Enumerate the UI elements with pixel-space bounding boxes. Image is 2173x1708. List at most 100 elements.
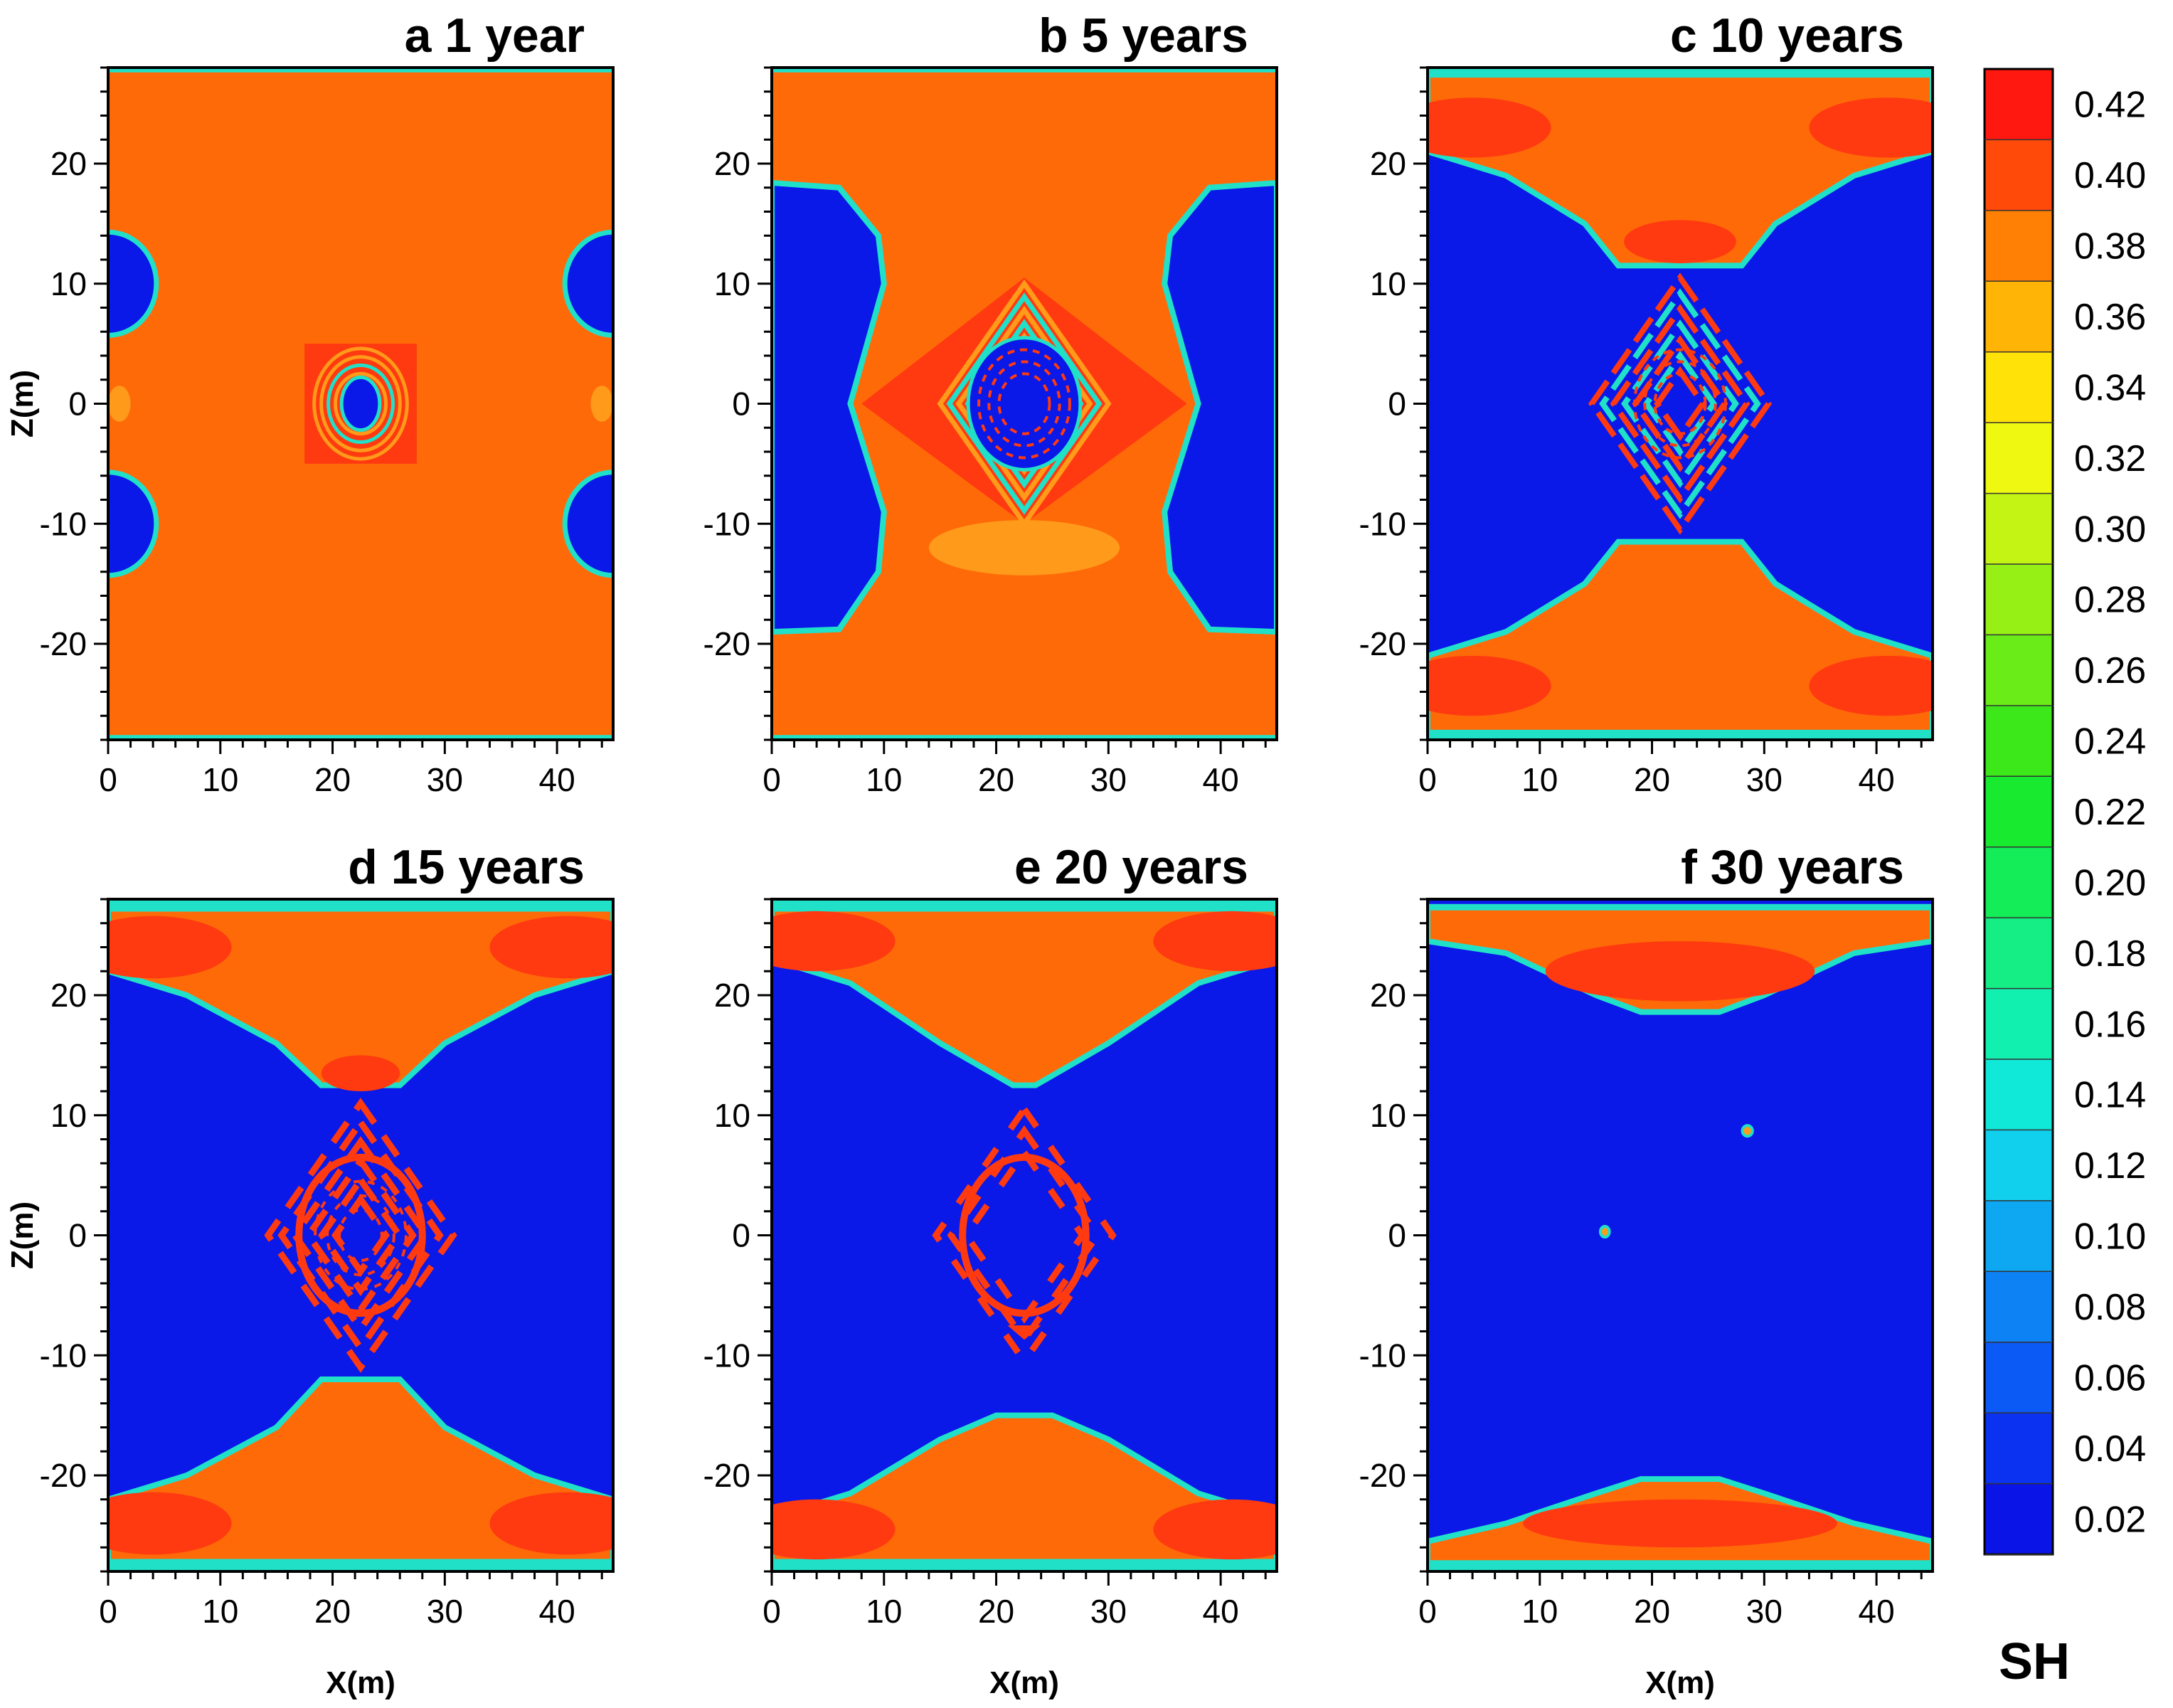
y-tick-label: 10 [1370,265,1406,302]
bottom-edge-band [108,735,613,740]
well-ring [997,372,1051,435]
x-tick-label: 40 [1203,1593,1239,1630]
x-tick-label: 30 [1090,761,1127,798]
x-tick-label: 20 [1634,1593,1670,1630]
y-tick-label: 10 [51,1097,87,1134]
y-tick-label: 0 [1388,386,1406,423]
y-tick-label: 20 [714,145,750,182]
bottom-edge-band [1428,1563,1933,1571]
well-ring [326,364,395,444]
colorbar-tick-label: 0.30 [2074,509,2146,550]
colorbar-tick-label: 0.04 [2074,1428,2146,1470]
cap-peak [1153,1499,1277,1560]
side-patch [590,386,613,422]
well-ring [319,355,402,452]
well-ring [326,1194,395,1277]
diamond-band [304,1155,417,1315]
panel-title: c 10 years [1670,9,1904,63]
colorbar: 0.02 0.04 0.06 0.08 0.10 0.12 0.14 0.16 0.18 0.20… [1983,68,2146,1690]
side-patch [108,386,131,422]
dissociation-lobe [562,229,613,338]
colorbar-swatch [1985,1271,2053,1343]
top-edge-band [772,68,1277,73]
lower-patch [928,520,1120,575]
y-tick-label: 20 [714,977,750,1014]
top-strip [1428,899,1933,904]
colorbar-tick-label: 0.06 [2074,1357,2146,1399]
x-tick-label: 0 [1418,1593,1437,1630]
colorbar-tick-label: 0.42 [2074,85,2146,126]
y-tick-label: 0 [68,1217,87,1254]
colorbar-swatch [1985,1059,2053,1130]
panel-c-field [1428,68,1933,740]
panel-e: 0 10 20 30 40 -20 -10 0 10 20 e 20 years X(m) [703,840,1278,1700]
colorbar-tick-label: 0.16 [2074,1004,2146,1045]
colorbar-tick-label: 0.26 [2074,650,2146,691]
cap-peak [108,1492,232,1555]
colorbar-swatch [1985,918,2053,990]
well-ring [338,1209,383,1262]
diamond-band [264,1098,457,1373]
dissociation-lobe [562,470,613,578]
colorbar-tick-label: 0.02 [2074,1499,2146,1540]
cap-peak [489,1492,613,1555]
top-edge-band [1428,68,1933,75]
x-tick-label: 30 [1746,1593,1783,1630]
residual-spot [1598,1224,1611,1239]
top-hydrate-cap [1428,72,1933,269]
diamond-band [1588,272,1773,535]
y-tick-label: -10 [40,1337,87,1374]
panel-b: 0 10 20 30 40 -20 -10 0 10 20 b 5 years [703,9,1278,798]
well-ring [1653,372,1707,435]
y-tick-label: 10 [714,1097,750,1134]
y-tick-label: 20 [51,977,87,1014]
well-ring [1643,360,1717,447]
x-tick-label: 40 [539,761,575,798]
x-tick-label: 10 [202,1593,238,1630]
y-tick-label: -10 [1359,1337,1406,1374]
panel-title: d 15 years [348,840,585,894]
y-tick-label: 20 [1370,977,1406,1014]
y-tick-label: -20 [703,625,750,662]
panel-a-field [108,68,613,740]
x-tick-label: 20 [314,1593,351,1630]
colorbar-swatch [1985,1342,2053,1413]
bottom-edge-band [1428,732,1933,740]
x-tick-label: 30 [1746,761,1783,798]
well-ring [312,346,409,461]
colorbar-tick-label: 0.38 [2074,226,2146,267]
colorbar-swatch [1985,139,2053,211]
dissociation-lobe [108,470,159,578]
colorbar-tick-label: 0.36 [2074,297,2146,338]
colorbar-tick-label: 0.10 [2074,1216,2146,1258]
well-ring [334,371,388,436]
panel-d-field [108,899,613,1571]
dissociated-left [772,179,887,635]
colorbar-swatch [1985,1130,2053,1202]
cap-peak [108,916,232,979]
y-tick-label: 10 [1370,1097,1406,1134]
diamond-band [932,1103,1117,1367]
panel-title: b 5 years [1038,9,1248,63]
colorbar-tick-label: 0.34 [2074,367,2146,408]
colorbar-tick-label: 0.32 [2074,438,2146,479]
colorbar-tick-label: 0.12 [2074,1145,2146,1187]
top-hydrate-cap [108,906,613,1088]
colorbar-swatch [1985,1413,2053,1485]
x-tick-label: 20 [978,1593,1014,1630]
colorbar-swatch [1985,69,2053,140]
dissociation-lobe [108,229,159,338]
colorbar-tick-label: 0.18 [2074,933,2146,975]
diamond-band [1599,288,1761,519]
diamond-band [1610,304,1750,504]
colorbar-swatch [1985,776,2053,848]
panel-title: a 1 year [405,9,585,63]
x-axis-label: X(m) [326,1665,395,1700]
x-tick-label: 30 [1090,1593,1127,1630]
diamond-band [962,1147,1087,1324]
colorbar-swatch [1985,635,2053,706]
diamond-band [946,292,1103,515]
colorbar-swatch [1985,564,2053,635]
colorbar-swatch [1985,423,2053,494]
well-ring [987,360,1061,447]
